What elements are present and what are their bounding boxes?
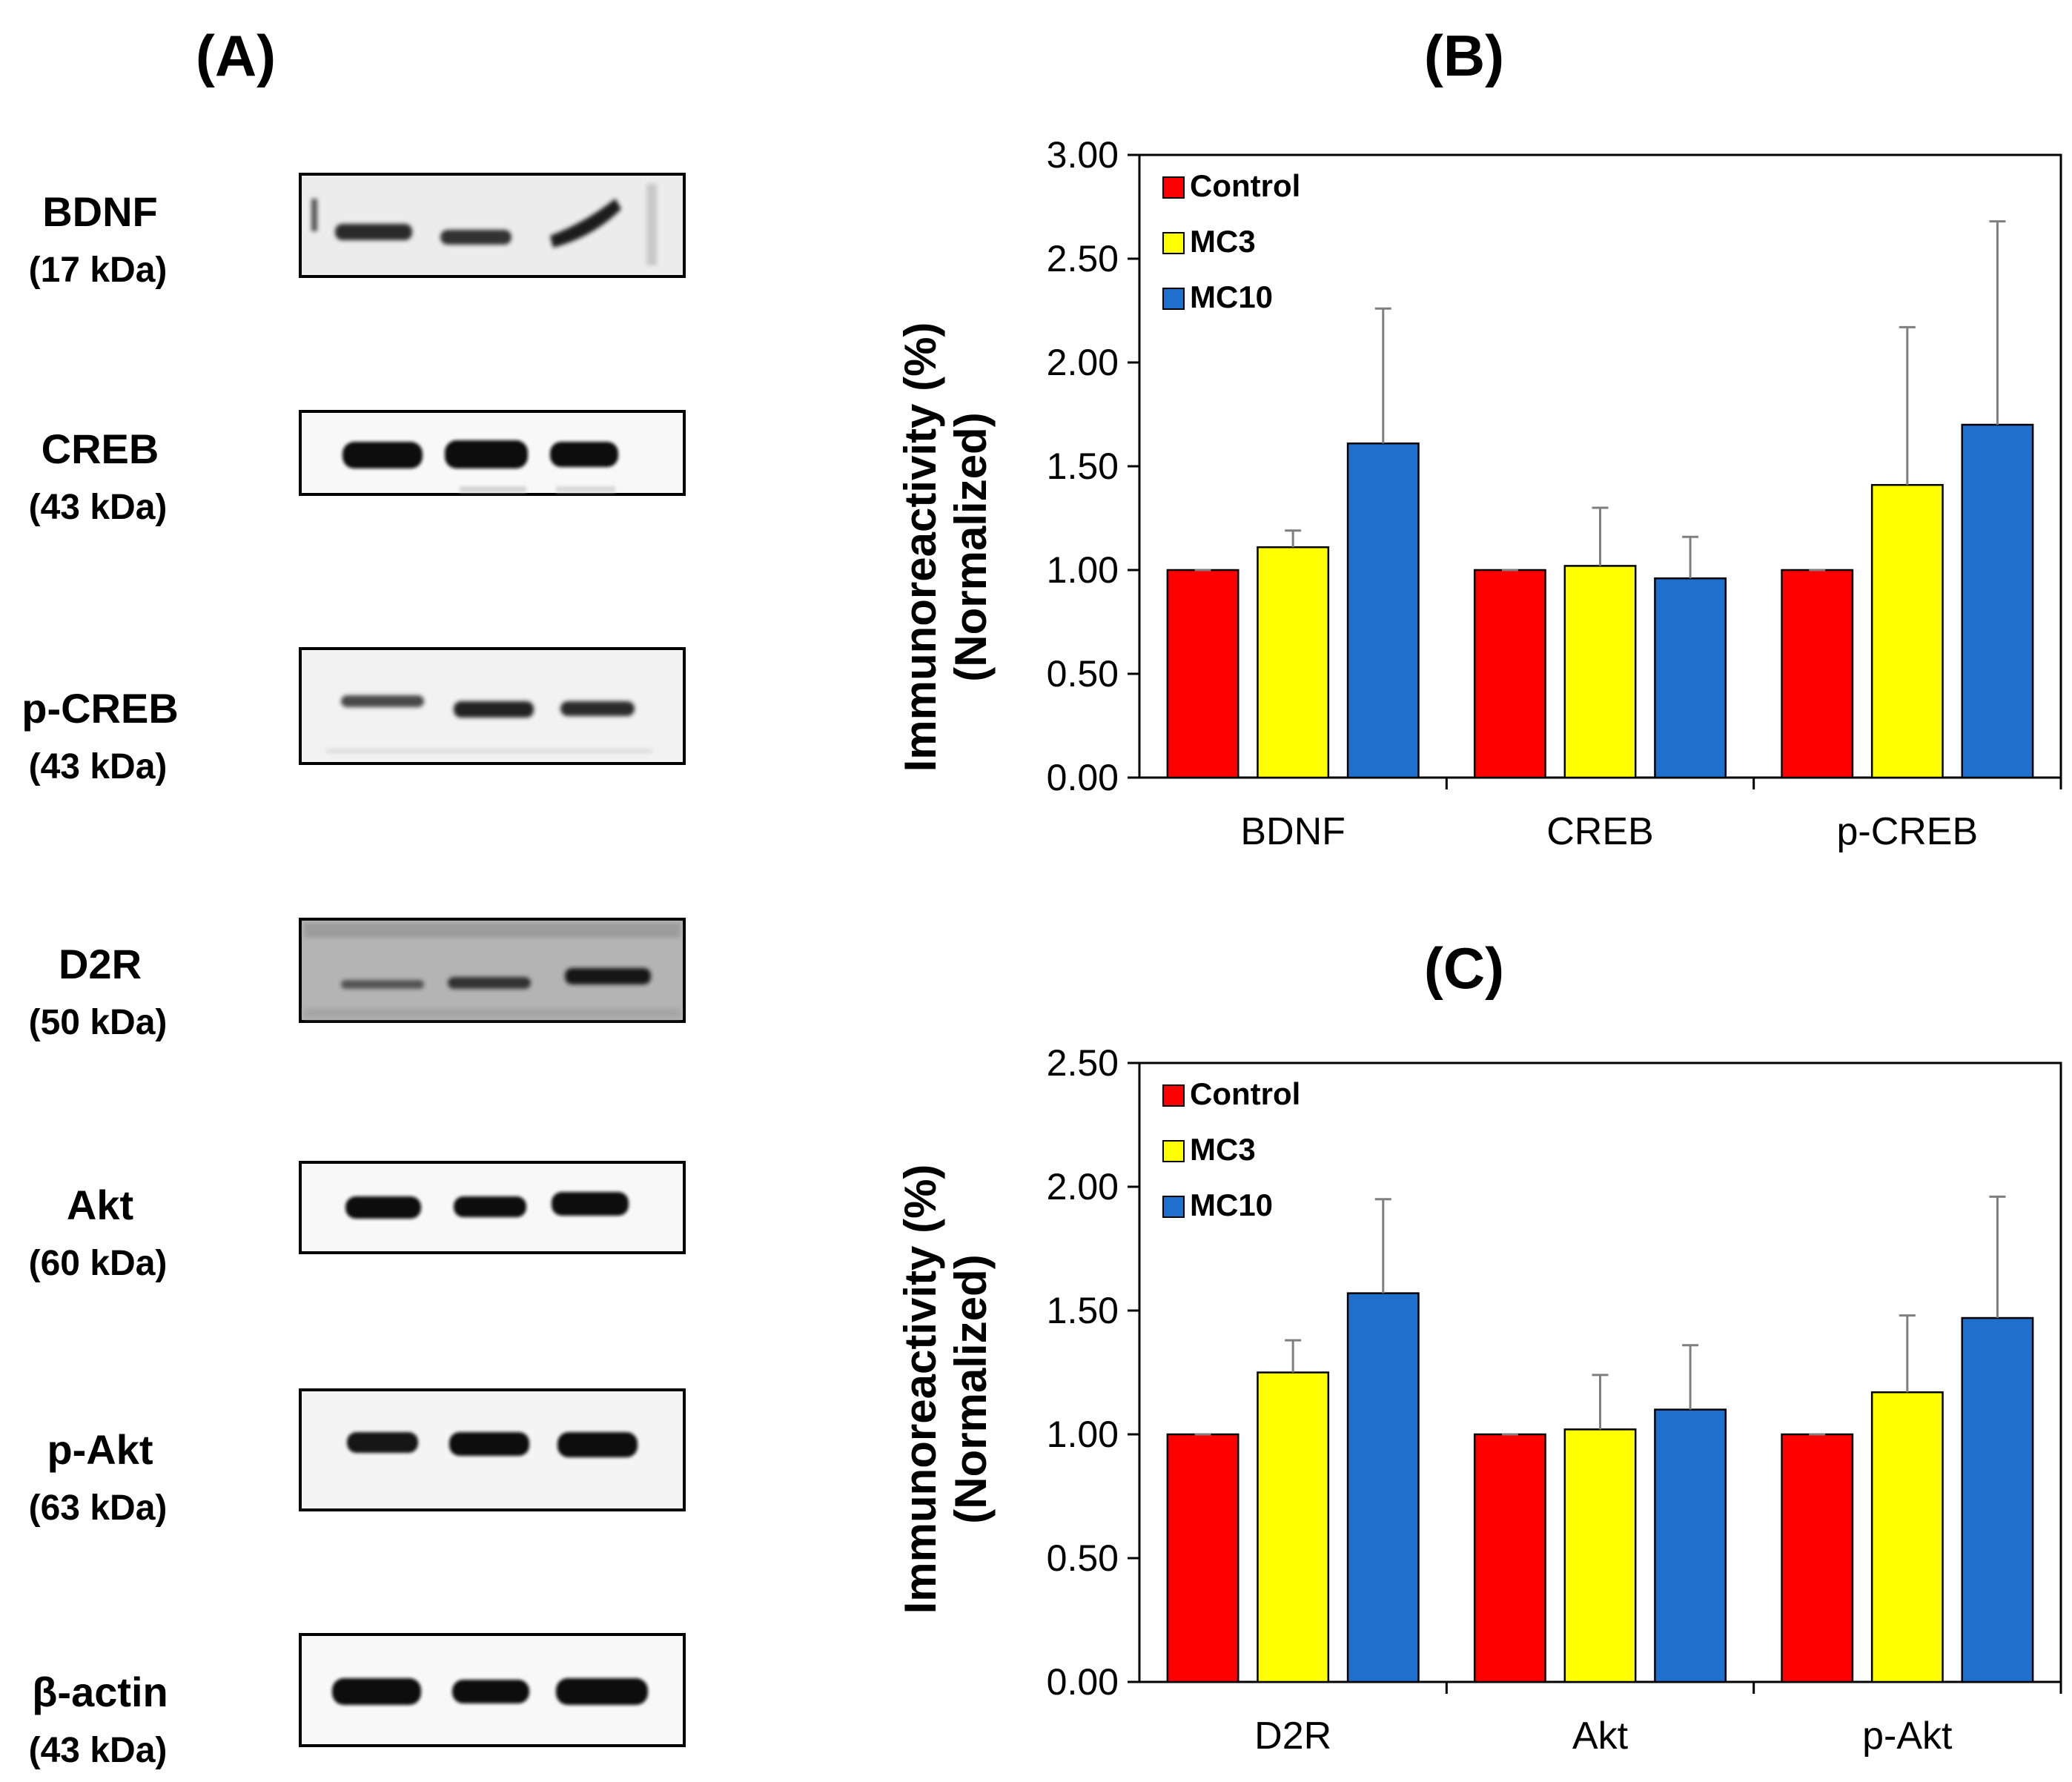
chart-c-bar-control-d2r xyxy=(1166,1433,1239,1683)
blot-row-beta-actin: β-actin (43 kDa) xyxy=(29,1633,686,1770)
chart-c-category-label: Akt xyxy=(1572,1715,1629,1758)
blot-row-p-akt: p-Akt (63 kDa) xyxy=(29,1388,686,1528)
chart-c-category-label: p-Akt xyxy=(1862,1715,1953,1758)
panel-b-label: (B) xyxy=(1424,23,1504,88)
chart-b-category-label: CREB xyxy=(1546,810,1653,853)
blot-kda-creb: (43 kDa) xyxy=(29,488,168,527)
chart-b-ytick-label: 0.00 xyxy=(1047,757,1119,798)
chart-b-legend-label-mc3: MC3 xyxy=(1190,224,1256,259)
chart-c-ytick-label: 1.50 xyxy=(1047,1290,1119,1331)
chart-b-ylabel-line2: (Normalized) xyxy=(946,412,996,681)
panel-c-label: (C) xyxy=(1424,935,1504,1001)
chart-panel-b: (B) Immunoreactivity (%) (Normalized) 0.… xyxy=(896,23,2062,853)
blot-kda-akt: (60 kDa) xyxy=(29,1244,168,1283)
chart-b-bar-mc10-creb xyxy=(1654,577,1727,779)
chart-c-bar-mc10-d2r xyxy=(1346,1292,1420,1683)
chart-c-legend-swatch-mc3 xyxy=(1162,1140,1185,1162)
chart-b-legend-swatch-mc10 xyxy=(1162,288,1185,310)
chart-c-bar-mc10-p-akt xyxy=(1961,1316,2034,1683)
chart-b-bar-control-p-creb xyxy=(1781,569,1854,779)
chart-b-legend-label-mc10: MC10 xyxy=(1190,279,1273,314)
chart-c-legend-swatch-mc10 xyxy=(1162,1196,1185,1218)
chart-c-legend-swatch-control xyxy=(1162,1084,1185,1107)
blot-kda-beta-actin: (43 kDa) xyxy=(29,1731,168,1770)
chart-c-category-label: D2R xyxy=(1254,1715,1331,1758)
chart-c-ylabel: Immunoreactivity (%) (Normalized) xyxy=(896,1165,996,1614)
blot-row-p-creb: p-CREB (43 kDa) xyxy=(21,647,686,786)
chart-b-bar-mc3-bdnf xyxy=(1257,546,1330,779)
chart-b-ytick-label: 1.00 xyxy=(1047,549,1119,591)
chart-b-ytick-label: 0.50 xyxy=(1047,653,1119,695)
chart-b-ytick-label: 2.50 xyxy=(1047,238,1119,279)
chart-b-ytick-label: 2.00 xyxy=(1047,342,1119,383)
chart-c-legend-label-mc10: MC10 xyxy=(1190,1188,1273,1222)
chart-panel-c: (C) Immunoreactivity (%) (Normalized) 0.… xyxy=(896,935,2062,1758)
blot-label-d2r: D2R xyxy=(59,941,142,987)
chart-b-bar-mc3-creb xyxy=(1563,565,1637,779)
chart-b-legend-swatch-control xyxy=(1162,176,1185,199)
panel-a-label: (A) xyxy=(196,23,276,88)
blot-kda-bdnf: (17 kDa) xyxy=(29,251,168,290)
chart-b-ytick-label: 1.50 xyxy=(1047,446,1119,487)
blot-label-akt: Akt xyxy=(67,1182,133,1228)
blot-kda-d2r: (50 kDa) xyxy=(29,1003,168,1042)
chart-b-bar-mc10-p-creb xyxy=(1961,423,2034,779)
blot-row-creb: CREB (43 kDa) xyxy=(29,410,686,527)
blot-label-p-creb: p-CREB xyxy=(21,685,179,732)
chart-b-bar-mc3-p-creb xyxy=(1870,483,1944,779)
chart-c-ytick-label: 0.50 xyxy=(1047,1537,1119,1579)
blot-kda-p-creb: (43 kDa) xyxy=(29,747,168,786)
chart-b-bar-mc10-bdnf xyxy=(1346,442,1420,779)
chart-c-ylabel-line2: (Normalized) xyxy=(946,1254,996,1523)
chart-c-legend-label-control: Control xyxy=(1190,1076,1300,1111)
chart-c-bar-control-p-akt xyxy=(1781,1433,1854,1683)
chart-b-ylabel-line1: Immunoreactivity (%) xyxy=(896,322,945,772)
chart-b-category-label: BDNF xyxy=(1240,810,1346,853)
blot-label-bdnf: BDNF xyxy=(42,188,158,235)
chart-c-ytick-label: 2.00 xyxy=(1047,1166,1119,1208)
chart-c-bar-mc3-p-akt xyxy=(1870,1391,1944,1683)
chart-c-bar-control-akt xyxy=(1473,1433,1546,1683)
blot-row-akt: Akt (60 kDa) xyxy=(29,1161,686,1283)
blot-label-beta-actin: β-actin xyxy=(32,1669,168,1715)
chart-b-bar-control-bdnf xyxy=(1166,569,1239,779)
blot-label-p-akt: p-Akt xyxy=(47,1426,153,1473)
chart-b-ylabel: Immunoreactivity (%) (Normalized) xyxy=(896,322,996,772)
chart-b-bar-control-creb xyxy=(1473,569,1546,779)
chart-b-ytick-label: 3.00 xyxy=(1047,134,1119,176)
chart-c-bar-mc3-akt xyxy=(1563,1428,1637,1683)
panel-a: (A) BDNF (17 kDa) CREB (43 kDa) xyxy=(21,23,686,1770)
chart-c-legend-label-mc3: MC3 xyxy=(1190,1132,1256,1167)
chart-b-category-label: p-CREB xyxy=(1836,810,1978,853)
blot-row-bdnf: BDNF (17 kDa) xyxy=(29,173,686,290)
blot-kda-p-akt: (63 kDa) xyxy=(29,1488,168,1528)
chart-c-ytick-label: 1.00 xyxy=(1047,1414,1119,1455)
chart-c-ytick-label: 0.00 xyxy=(1047,1661,1119,1703)
blot-row-d2r: D2R (50 kDa) xyxy=(29,918,686,1042)
blot-label-creb: CREB xyxy=(42,425,159,472)
chart-c-bar-mc3-d2r xyxy=(1257,1371,1330,1683)
chart-b-legend-swatch-mc3 xyxy=(1162,232,1185,254)
chart-c-ytick-label: 2.50 xyxy=(1047,1042,1119,1084)
chart-c-bar-mc10-akt xyxy=(1654,1408,1727,1683)
chart-b-legend-label-control: Control xyxy=(1190,168,1300,203)
chart-c-ylabel-line1: Immunoreactivity (%) xyxy=(896,1165,945,1614)
